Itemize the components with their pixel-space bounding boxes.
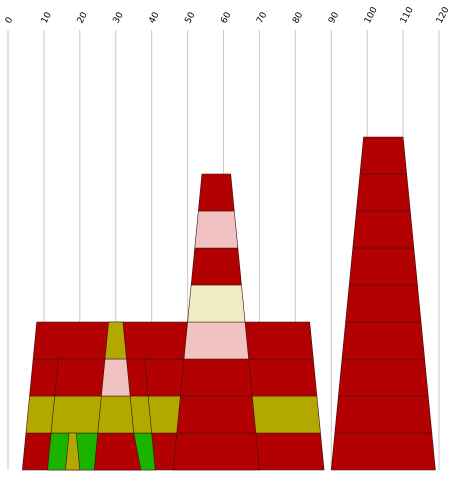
x-tick-label-7: 70 bbox=[255, 10, 269, 25]
x-tick-label-4: 40 bbox=[147, 10, 161, 25]
tower-5-segment-6 bbox=[352, 210, 415, 249]
x-tick-label-2: 20 bbox=[76, 10, 90, 25]
tower-1-segment-2 bbox=[54, 358, 149, 397]
tower-3-segment-0 bbox=[93, 432, 142, 471]
x-tick-labels: 0 10 20 30 40 50 60 70 80 90 100 110 120 bbox=[4, 5, 452, 25]
tower-5-segment-0 bbox=[330, 432, 436, 471]
grid-lines bbox=[7, 30, 440, 470]
x-tick-label-11: 110 bbox=[399, 5, 416, 25]
tower-3-segment-1 bbox=[97, 395, 135, 434]
tower-4 bbox=[172, 173, 260, 471]
tower-4-segment-4 bbox=[187, 284, 246, 323]
tower-2-segment-0 bbox=[65, 432, 81, 471]
tower-4-segment-5 bbox=[190, 247, 242, 286]
tower-5-segment-2 bbox=[338, 358, 429, 397]
tower-5 bbox=[330, 136, 436, 471]
x-tick-label-5: 50 bbox=[183, 10, 197, 25]
x-tick-label-10: 100 bbox=[363, 5, 380, 25]
tower-3 bbox=[93, 321, 142, 471]
x-tick-label-8: 80 bbox=[291, 10, 305, 25]
tower-4-segment-6 bbox=[194, 210, 239, 249]
tower-4-segment-1 bbox=[176, 395, 257, 434]
tower-5-segment-5 bbox=[348, 247, 418, 286]
tower-5-segment-8 bbox=[359, 136, 408, 175]
tower-4-segment-2 bbox=[180, 358, 253, 397]
tower-4-segment-0 bbox=[172, 432, 260, 471]
tower-4-segment-3 bbox=[183, 321, 249, 360]
tower-5-segment-1 bbox=[334, 395, 433, 434]
tower-2 bbox=[65, 432, 81, 471]
tower-4-segment-7 bbox=[198, 173, 235, 212]
tower-3-segment-3 bbox=[104, 321, 127, 360]
x-tick-label-0: 0 bbox=[4, 15, 16, 25]
tower-0-segment-3 bbox=[32, 321, 314, 360]
tower-5-segment-7 bbox=[356, 173, 411, 212]
x-tick-label-9: 90 bbox=[327, 10, 341, 25]
x-tick-label-12: 120 bbox=[435, 5, 452, 25]
tower-3-segment-2 bbox=[101, 358, 131, 397]
tower-5-segment-3 bbox=[341, 321, 425, 360]
towers bbox=[22, 136, 436, 471]
tower-5-segment-4 bbox=[345, 284, 422, 323]
x-tick-label-6: 60 bbox=[219, 10, 233, 25]
x-tick-label-3: 30 bbox=[112, 10, 126, 25]
x-tick-label-1: 10 bbox=[40, 10, 54, 25]
